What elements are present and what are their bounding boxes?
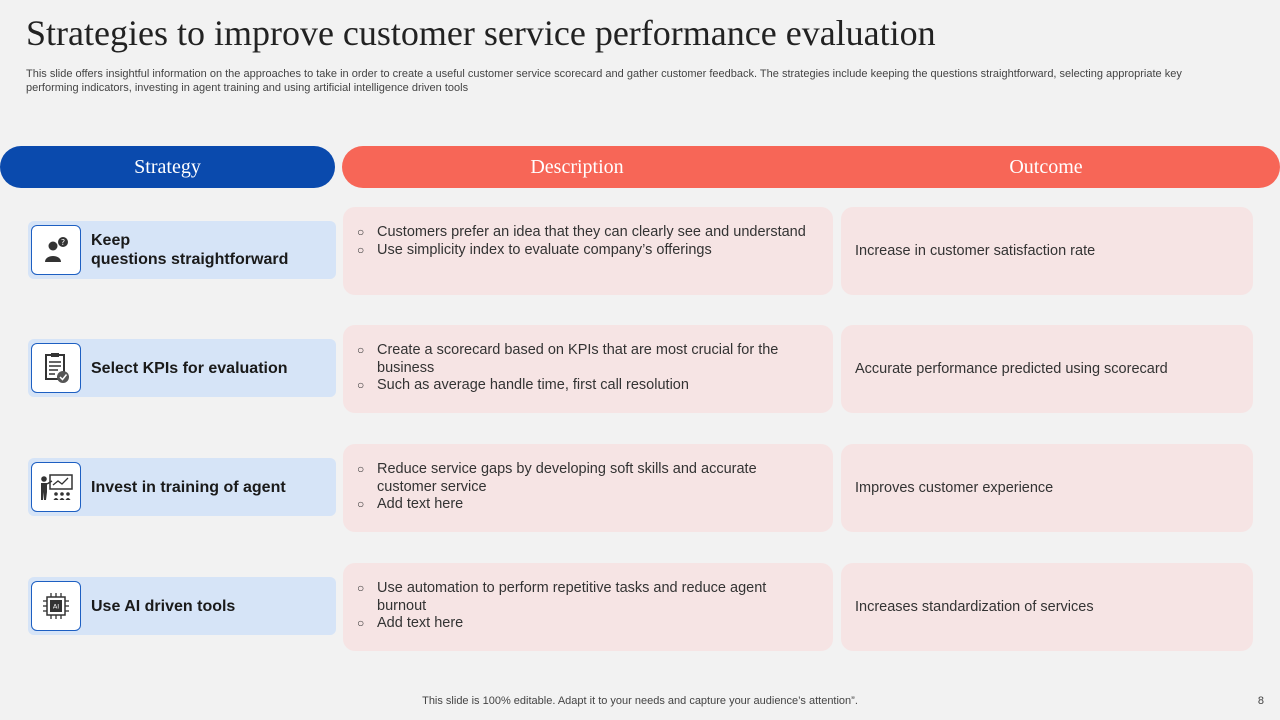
strategy-label-line1: Invest in training of agent bbox=[91, 478, 286, 496]
page-number: 8 bbox=[1257, 695, 1264, 707]
strategy-row: Select KPIs for evaluation ○ Create a sco… bbox=[0, 325, 1280, 415]
description-bullet: ○ Add text here bbox=[357, 615, 464, 631]
strategy-label-line2: questions straightforward bbox=[91, 251, 289, 268]
bullet-icon: ○ bbox=[357, 378, 365, 392]
description-bullet: ○ Customers prefer an idea that they can … bbox=[357, 224, 806, 240]
outcome-cell: Improves customer experience bbox=[841, 444, 1253, 532]
strategy-header-label: Strategy bbox=[134, 155, 201, 178]
footer-note: This slide is 100% editable. Adapt it to… bbox=[422, 695, 858, 707]
outcome-cell: Accurate performance predicted using sco… bbox=[841, 325, 1253, 413]
description-bullet: ○ Add text here bbox=[357, 496, 464, 512]
description-bullet: ○ Such as average handle time, first call… bbox=[357, 377, 689, 393]
description-bullet: ○ Use simplicity index to evaluate compan… bbox=[357, 241, 712, 258]
description-bullet: ○ Reduce service gaps by developing soft … bbox=[357, 461, 757, 495]
strategy-label: Invest in training of agent bbox=[91, 478, 286, 497]
strategy-label: Select KPIs for evaluation bbox=[91, 359, 288, 378]
strategy-cell: Select KPIs for evaluation bbox=[28, 339, 336, 397]
training-presentation-icon bbox=[31, 462, 81, 512]
strategy-cell: Invest in training of agent bbox=[28, 458, 336, 516]
svg-text:AI: AI bbox=[53, 603, 59, 611]
person-question-icon: ? bbox=[31, 225, 81, 275]
outcome-cell: Increase in customer satisfaction rate bbox=[841, 207, 1253, 295]
description-cell: ○ Reduce service gaps by developing soft … bbox=[343, 444, 833, 532]
outcome-header-label: Outcome bbox=[1009, 155, 1083, 178]
description-outcome-header: Description Outcome bbox=[342, 146, 1280, 188]
svg-text:?: ? bbox=[61, 238, 65, 247]
slide-title: Strategies to improve customer service p… bbox=[26, 13, 936, 53]
strategy-row: Invest in training of agent ○ Reduce serv… bbox=[0, 444, 1280, 534]
strategy-header: Strategy bbox=[0, 146, 335, 188]
strategy-label: Use AI driven tools bbox=[91, 597, 235, 616]
strategy-cell: ? Keep questions straightforward bbox=[28, 221, 336, 279]
slide-subtitle: This slide offers insightful information… bbox=[26, 68, 1182, 94]
bullet-icon: ○ bbox=[357, 343, 365, 357]
bullet-icon: ○ bbox=[357, 225, 365, 239]
strategy-label-line1: Select KPIs for evaluation bbox=[91, 359, 288, 377]
strategy-row: ? Keep questions straightforward ○ Custom… bbox=[0, 207, 1280, 297]
bullet-icon: ○ bbox=[357, 497, 365, 511]
outcome-cell: Increases standardization of services bbox=[841, 563, 1253, 651]
bullet-icon: ○ bbox=[357, 242, 365, 257]
description-cell: ○ Customers prefer an idea that they can … bbox=[343, 207, 833, 295]
bullet-icon: ○ bbox=[357, 462, 365, 476]
bullet-icon: ○ bbox=[357, 616, 365, 630]
description-header-label: Description bbox=[530, 155, 624, 178]
bullet-icon: ○ bbox=[357, 581, 365, 595]
strategy-label: Keep questions straightforward bbox=[91, 231, 288, 269]
description-bullet: ○ Create a scorecard based on KPIs that a… bbox=[357, 342, 779, 376]
checklist-icon bbox=[31, 343, 81, 393]
description-cell: ○ Create a scorecard based on KPIs that a… bbox=[343, 325, 833, 413]
ai-chip-icon: AI bbox=[31, 581, 81, 631]
description-bullet: ○ Use automation to perform repetitive ta… bbox=[357, 580, 767, 614]
strategy-cell: AI Use AI driven tools bbox=[28, 577, 336, 635]
strategy-label-line1: Keep bbox=[91, 232, 131, 249]
description-cell: ○ Use automation to perform repetitive ta… bbox=[343, 563, 833, 651]
strategy-row: AI Use AI driven tools ○ Use automation t… bbox=[0, 563, 1280, 653]
strategy-label-line1: Use AI driven tools bbox=[91, 597, 236, 615]
